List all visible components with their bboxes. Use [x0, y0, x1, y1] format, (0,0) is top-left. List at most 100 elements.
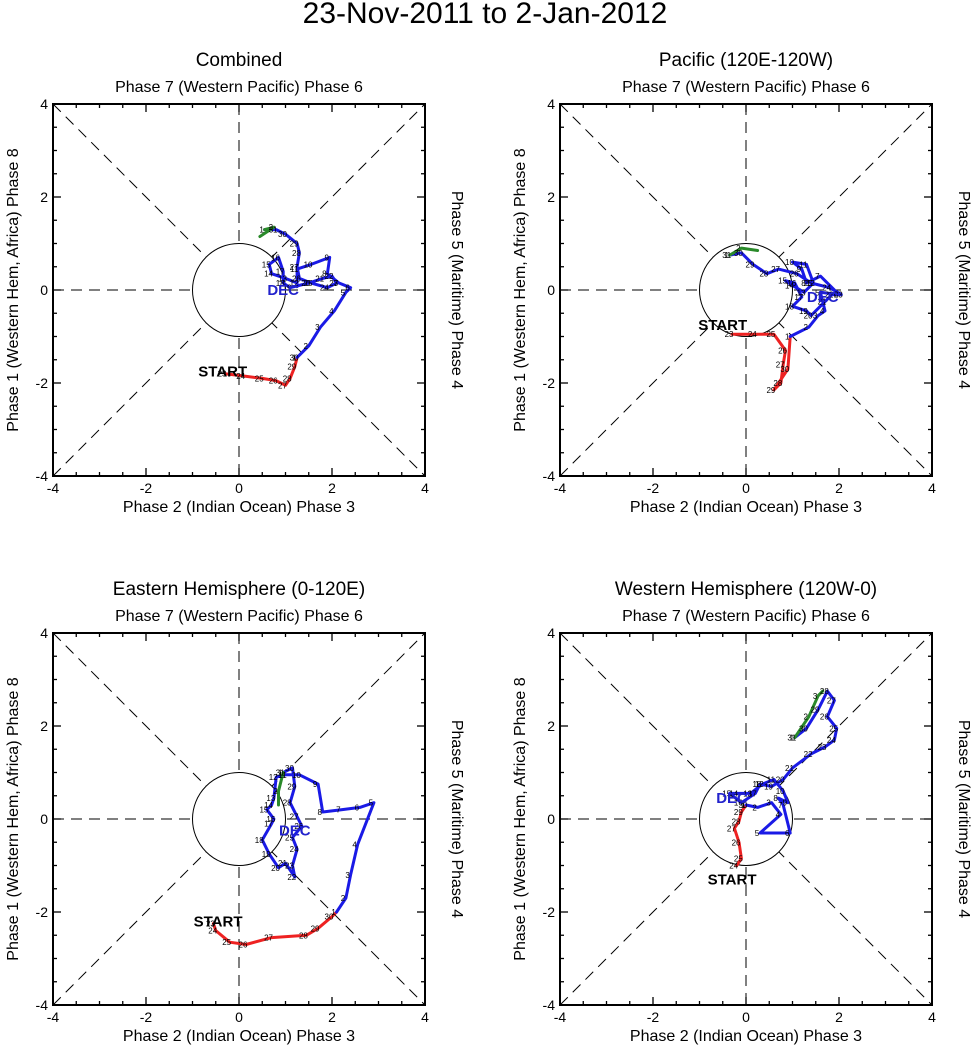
day-label: 31 [269, 226, 278, 235]
day-label: 25 [766, 330, 775, 339]
x-tick-label: -4 [47, 1009, 60, 1025]
day-label: 4 [352, 841, 357, 850]
phase-divider [52, 103, 426, 477]
day-label: 8 [801, 279, 806, 288]
day-label: 11 [278, 771, 287, 780]
phase-divider [559, 632, 933, 1006]
y-tick-label: 2 [547, 189, 555, 205]
day-label: 17 [794, 293, 803, 302]
day-label: 2 [304, 342, 309, 351]
day-label: 24 [827, 736, 836, 745]
day-label: 11 [799, 260, 808, 269]
panel-title: Pacific (120E-120W) [659, 50, 833, 71]
day-label: 3 [813, 692, 818, 701]
y-tick-label: 4 [547, 96, 555, 112]
day-label: 17 [276, 267, 285, 276]
day-label: 28 [732, 817, 741, 826]
trajectory-jan [793, 689, 825, 740]
day-label: 27 [827, 696, 836, 705]
phase-divider [52, 632, 426, 1006]
day-label: 24 [748, 330, 757, 339]
day-label: 1 [785, 333, 790, 342]
day-label: 30 [799, 724, 808, 733]
y-tick-label: 2 [40, 189, 48, 205]
page-title: 23-Nov-2011 to 2-Jan-2012 [303, 0, 668, 30]
day-label: 21 [278, 859, 287, 868]
day-label: 20 [271, 864, 280, 873]
day-label: 9 [797, 265, 802, 274]
day-label: 16 [734, 799, 743, 808]
left-phase-label: Phase 1 (Western Hem, Africa) Phase 8 [512, 677, 529, 960]
x-tick-label: -4 [554, 1009, 567, 1025]
day-label: 22 [804, 750, 813, 759]
day-label: 10 [776, 787, 785, 796]
day-label: 30 [285, 764, 294, 773]
day-label: 2 [269, 223, 274, 232]
unit-circle [699, 772, 793, 866]
day-label: 28 [283, 799, 292, 808]
y-tick-label: -2 [36, 375, 49, 391]
x-tick-label: 0 [235, 1009, 243, 1025]
panel-title: Eastern Hemisphere (0-120E) [113, 579, 365, 600]
day-label: 1 [278, 769, 283, 778]
day-label: 13 [797, 288, 806, 297]
day-label: 27 [290, 813, 299, 822]
day-label: 1 [741, 801, 746, 810]
day-label: 29 [287, 363, 296, 372]
day-label: 18 [276, 279, 285, 288]
phase-divider [559, 103, 933, 477]
day-label: 14 [785, 281, 794, 290]
day-label: 26 [732, 838, 741, 847]
right-phase-label: Phase 5 (Maritime) Phase 4 [955, 191, 971, 389]
right-phase-label: Phase 5 (Maritime) Phase 4 [955, 720, 971, 918]
trajectory-jan [728, 246, 760, 257]
day-label: 23 [329, 279, 338, 288]
right-phase-label: Phase 5 (Maritime) Phase 4 [448, 720, 465, 918]
x-tick-label: 2 [835, 1009, 843, 1025]
bottom-phase-label: Phase 2 (Indian Ocean) Phase 3 [630, 499, 862, 516]
day-label: 23 [834, 291, 843, 300]
y-tick-label: -2 [543, 904, 556, 920]
x-tick-label: 2 [328, 480, 336, 496]
day-label: 29 [290, 240, 299, 249]
day-label: 6 [785, 829, 790, 838]
day-label: 24 [729, 862, 738, 871]
day-label: 14 [264, 801, 273, 810]
x-tick-label: -2 [647, 480, 660, 496]
left-phase-label: Phase 1 (Western Hem, Africa) Phase 8 [512, 148, 529, 431]
day-label: 24 [822, 284, 831, 293]
day-label: 31 [722, 251, 731, 260]
x-tick-label: 0 [742, 1009, 750, 1025]
bottom-phase-label: Phase 2 (Indian Ocean) Phase 3 [123, 1028, 355, 1045]
start-label: START [698, 317, 747, 334]
trajectory-dec [728, 251, 843, 338]
x-tick-label: 4 [421, 1009, 429, 1025]
x-tick-label: 4 [928, 1009, 936, 1025]
day-label: 8 [322, 270, 327, 279]
trajectory-nov [211, 910, 339, 946]
day-label: 2 [341, 894, 346, 903]
day-label: 15 [722, 789, 731, 798]
day-label: 7 [336, 806, 341, 815]
month-label: DEC [279, 823, 311, 840]
x-tick-label: -2 [140, 480, 153, 496]
day-label: 2 [752, 803, 757, 812]
day-label: 1 [259, 226, 264, 235]
top-phase-label: Phase 7 (Western Pacific) Phase 6 [622, 608, 870, 625]
y-tick-label: -4 [543, 997, 556, 1013]
y-tick-label: 4 [40, 625, 48, 641]
day-label: 16 [787, 279, 796, 288]
unit-circle [699, 243, 793, 337]
day-label: 12 [269, 773, 278, 782]
panel-western-hemisphere: Western Hemisphere (120W-0) Phase 7 (West… [512, 579, 971, 1045]
day-label: 14 [264, 270, 273, 279]
day-label: 28 [820, 687, 829, 696]
trajectory-nov [732, 803, 748, 867]
day-label: 9 [324, 253, 329, 262]
panel-title: Western Hemisphere (120W-0) [615, 579, 877, 600]
day-label: 5 [755, 829, 760, 838]
month-label: DEC [716, 790, 748, 807]
panel-title: Combined [196, 50, 283, 71]
day-label: 18 [255, 836, 264, 845]
day-label: 24 [208, 927, 217, 936]
